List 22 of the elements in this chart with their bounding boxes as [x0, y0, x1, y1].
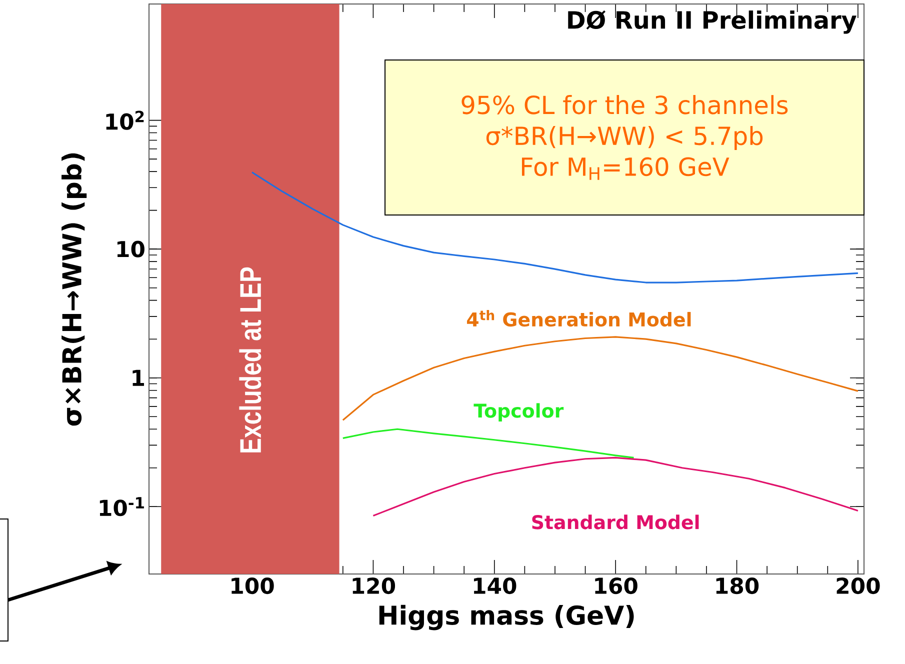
series-label: 4$^{th}$ Generation Model [466, 310, 691, 327]
x-tick-label: 180 [716, 578, 759, 594]
y-tick-label: 10 [117, 240, 144, 258]
x-tick-label: 120 [352, 578, 396, 594]
x-tick-label: 160 [595, 578, 638, 594]
y-tick-label: 1 [132, 370, 144, 386]
y-axis-title: σ×BR(H→WW) (pb) [62, 153, 87, 426]
annotation: 95% CL for the 3 channels [462, 95, 788, 114]
annotation: σ*BR(H→WW) < 5.7pb [486, 126, 763, 150]
series-label: Topcolor [474, 403, 564, 422]
y-tick-label: 10$^{2}$ [106, 110, 144, 130]
y-tick-label: 10$^{-1}$ [100, 497, 144, 516]
annotation: For M$_{H}$=160 GeV [522, 157, 730, 180]
x-tick-label: 200 [836, 578, 880, 594]
annotation: DØ Run II Preliminary [568, 10, 856, 34]
line-series [342, 428, 635, 458]
band-label: Excluded at LEP [239, 267, 262, 452]
x-tick-label: 100 [232, 578, 274, 594]
line-series [342, 336, 859, 421]
x-axis-title: Higgs mass (GeV) [379, 604, 634, 630]
x-tick-label: 140 [474, 578, 516, 594]
text: Standard Model [532, 514, 699, 530]
